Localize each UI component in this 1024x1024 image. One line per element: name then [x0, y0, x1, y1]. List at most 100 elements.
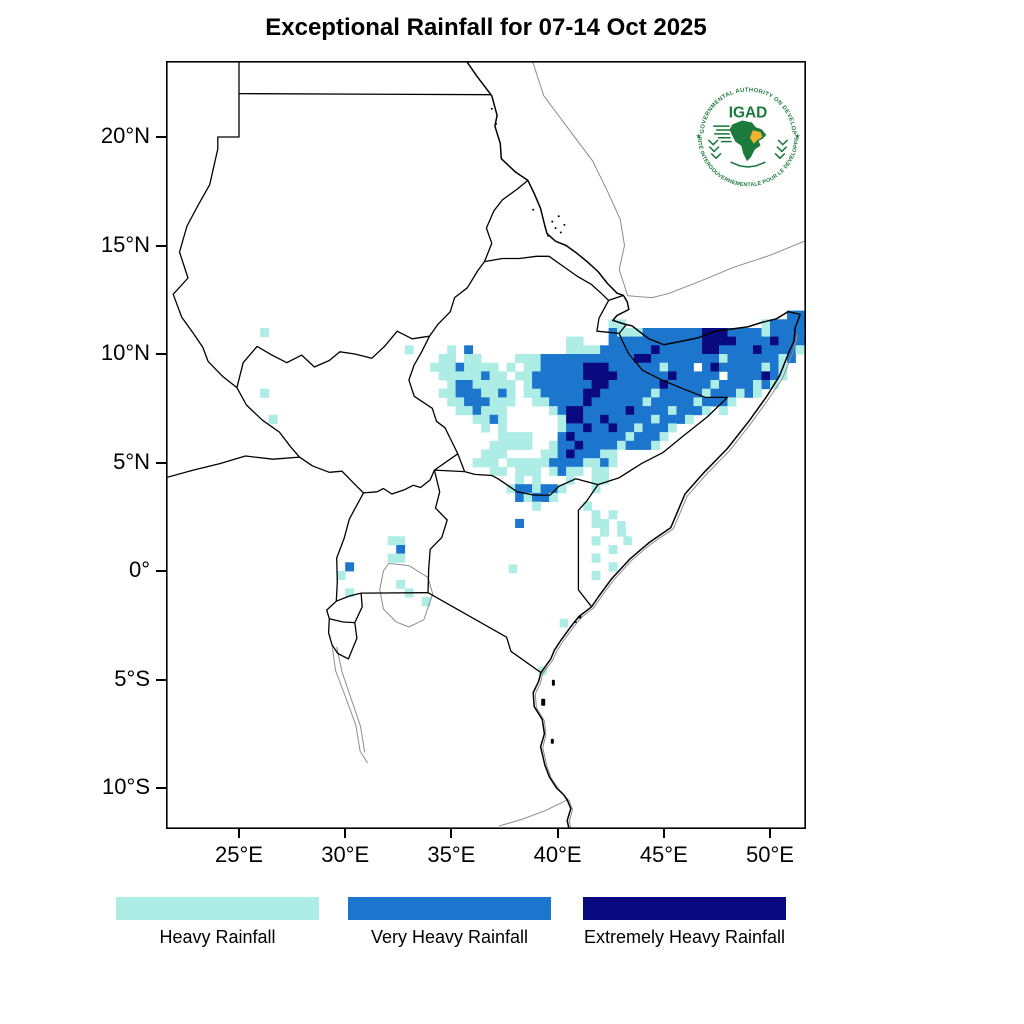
x-tick-mark	[556, 829, 559, 838]
island-dot	[574, 621, 577, 623]
y-tick-mark	[156, 787, 166, 789]
logo-laurel-chevrons	[707, 139, 789, 168]
logo-africa-map	[713, 120, 767, 162]
border-egypt-sudan	[238, 92, 492, 96]
border-eritrea-djibouti	[608, 294, 624, 302]
rainfall-raster	[260, 310, 806, 676]
y-tick-mark	[156, 244, 166, 247]
x-tick-mark	[450, 829, 453, 838]
legend-item-heavy: Heavy Rainfall	[116, 897, 319, 948]
logo-wordmark: IGAD	[729, 105, 768, 122]
lake-tanganyika-east	[336, 646, 366, 753]
island-dot	[578, 615, 582, 619]
x-tick-mark	[344, 829, 347, 838]
legend-item-extreme: Extremely Heavy Rainfall	[583, 897, 786, 948]
border-uganda-ssudan	[363, 469, 435, 495]
border-uganda-drc	[335, 492, 365, 602]
legend-label-heavy: Heavy Rainfall	[159, 927, 276, 947]
island-dot	[490, 107, 493, 110]
y-tick-mark	[156, 353, 166, 355]
x-tick-mark	[769, 829, 771, 838]
border-sudan-west	[172, 93, 240, 335]
border-rwanda-uganda	[336, 592, 362, 602]
legend-swatch-very_heavy	[348, 897, 551, 920]
logo-star-left: ★	[696, 132, 702, 140]
island-dot	[557, 215, 560, 218]
y-tick-label: 20°N	[100, 123, 150, 148]
island-dot	[551, 679, 555, 686]
x-tick-label: 45°E	[639, 842, 688, 867]
x-tick-label: 40°E	[533, 842, 582, 867]
coast-yemen	[627, 240, 806, 299]
border-kenya-tanzania	[427, 592, 542, 674]
border-burundi-tanzania	[331, 622, 358, 660]
border-burundi-drc	[327, 618, 333, 645]
island-dot	[532, 208, 535, 211]
border-djibouti-ethiopia	[596, 300, 620, 335]
x-tick-mark	[238, 829, 240, 838]
lake-tanganyika-west	[331, 644, 368, 764]
border-kenya-somalia	[577, 484, 599, 608]
border-ilemi-south	[434, 469, 465, 473]
border-ilemi-east	[457, 453, 466, 472]
border-kenya-ethiopia	[464, 470, 599, 496]
plot-frame	[166, 61, 806, 829]
island-dot	[547, 234, 549, 237]
map-canvas	[166, 61, 806, 829]
coast-shadow-somalia-kenya	[534, 334, 799, 829]
y-tick-label: 10°N	[100, 340, 150, 365]
border-ssudan-ethiopia	[408, 335, 459, 455]
border-eritrea-ethiopia	[484, 255, 610, 301]
border-ethiopia-somalia	[597, 396, 728, 486]
neighbor-and-lake-lines	[331, 61, 806, 829]
border-kenya-uganda	[427, 469, 448, 593]
page-title: Exceptional Rainfall for 07-14 Oct 2025	[265, 14, 707, 41]
logo-star-right: ★	[794, 132, 800, 140]
y-tick-mark	[156, 678, 166, 681]
border-djibouti-somaliland	[618, 323, 628, 334]
legend-label-very_heavy: Very Heavy Rainfall	[370, 927, 529, 947]
border-rwanda-burundi	[329, 618, 355, 624]
legend: Heavy Rainfall Very Heavy Rainfall Extreme…	[0, 897, 1024, 967]
coast-saudi-arabia	[531, 61, 629, 296]
border-car-ssudan-drc	[193, 333, 364, 494]
coastline	[465, 61, 801, 829]
islands	[490, 107, 582, 744]
border-sudan-ssudan	[236, 330, 430, 388]
island-dot	[541, 698, 546, 706]
border-ethiopia-sudan	[428, 261, 486, 337]
island-dot	[550, 738, 554, 744]
country-borders	[166, 61, 801, 829]
y-tick-mark	[156, 570, 166, 572]
legend-swatch-extreme	[583, 897, 786, 920]
island-dot	[554, 227, 557, 230]
x-tick-label: 30°E	[321, 842, 370, 867]
x-tick-label: 25°E	[215, 842, 263, 867]
y-tick-label: 5°S	[114, 665, 150, 691]
border-ethiopia-somaliland	[618, 333, 728, 399]
border-mozambique-tanzania	[499, 799, 568, 827]
island-dot	[559, 231, 562, 234]
x-tick-label: 35°E	[427, 842, 476, 867]
y-tick-label: 10°S	[102, 774, 150, 799]
y-tick-mark	[156, 136, 166, 138]
island-dot	[495, 123, 497, 125]
island-dot	[563, 223, 566, 226]
logo-speed-lines	[713, 125, 732, 143]
y-tick-mark	[156, 461, 166, 464]
island-dot	[551, 220, 554, 223]
y-tick-label: 0°	[128, 557, 150, 582]
x-tick-mark	[662, 829, 665, 838]
border-eritrea-sudan	[483, 179, 529, 262]
legend-item-very_heavy: Very Heavy Rainfall	[348, 897, 551, 948]
y-tick-label: 5°N	[113, 448, 150, 474]
border-rwanda-drc	[326, 600, 337, 619]
lake-victoria	[379, 562, 434, 628]
border-rwanda-tanzania	[354, 593, 363, 623]
x-tick-label: 50°E	[746, 842, 794, 867]
border-ilemi-west	[434, 453, 459, 471]
map-plot-area: 25°E 30°E 35°E 40°E 45°E 50°E 20°N 15°N 10°N 5°N…	[101, 61, 806, 867]
border-car-drc	[166, 455, 300, 479]
y-tick-label: 15°N	[100, 231, 150, 257]
